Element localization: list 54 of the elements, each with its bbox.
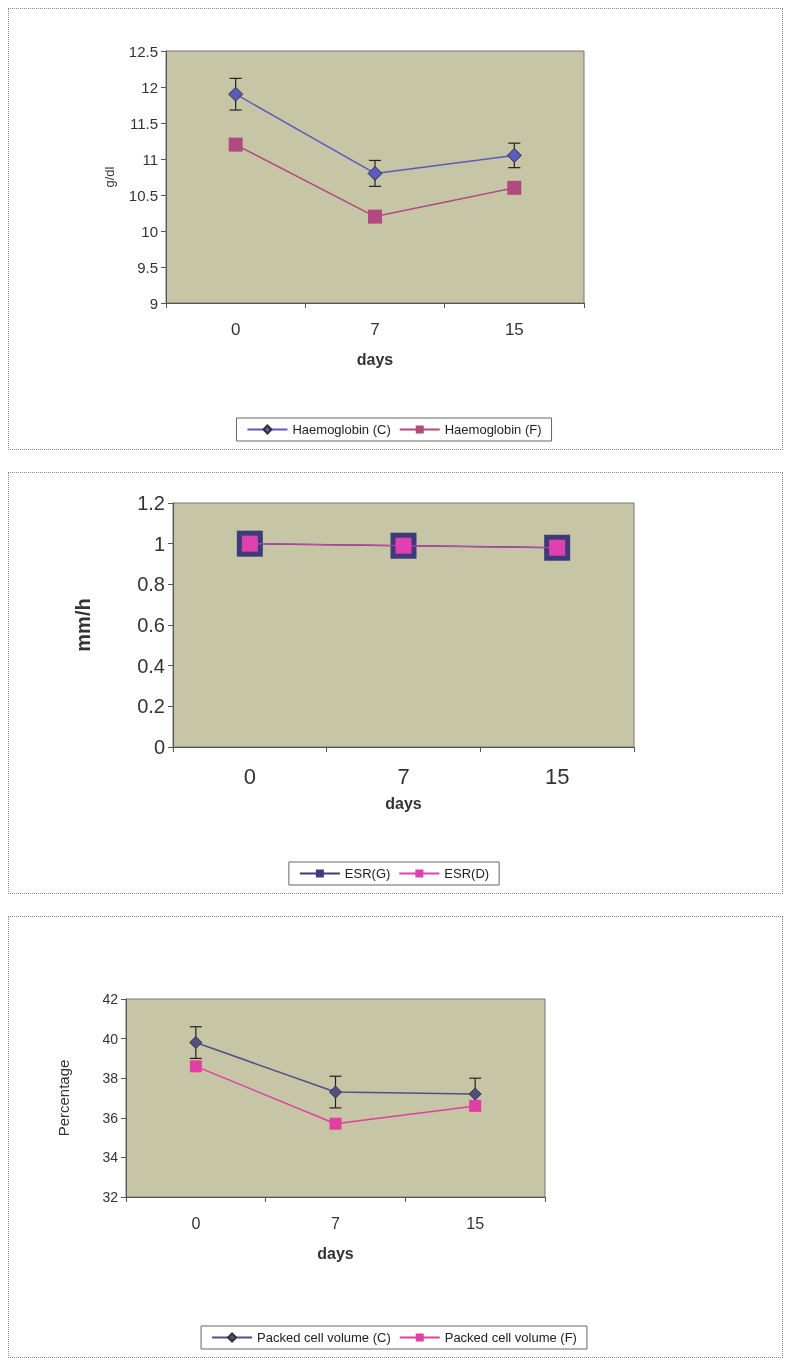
y-tick-label: 0 bbox=[153, 736, 165, 758]
y-axis-title: mm/h bbox=[72, 598, 94, 652]
y-tick-label: 36 bbox=[102, 1109, 119, 1126]
x-tick-label: 15 bbox=[504, 320, 524, 339]
point bbox=[468, 1087, 482, 1101]
legend-label: Haemoglobin (F) bbox=[444, 422, 542, 437]
x-tick-label: 7 bbox=[331, 1214, 341, 1232]
y-tick-label: 34 bbox=[102, 1149, 119, 1166]
point bbox=[329, 1117, 342, 1130]
point bbox=[189, 1036, 203, 1050]
y-tick-label: 9.5 bbox=[137, 258, 158, 276]
point bbox=[367, 165, 383, 181]
y-tick-label: 10 bbox=[141, 222, 158, 240]
y-axis-title: g/dl bbox=[102, 166, 117, 188]
point bbox=[228, 86, 244, 102]
y-tick-label: 0.2 bbox=[137, 695, 165, 718]
point bbox=[469, 1099, 482, 1112]
legend-label: Packed cell volume (F) bbox=[444, 1330, 577, 1345]
y-tick-label: 1 bbox=[153, 532, 165, 555]
x-tick-label: 7 bbox=[370, 320, 380, 339]
point bbox=[506, 147, 522, 163]
x-tick-label: 0 bbox=[243, 763, 256, 789]
y-tick-label: 0.6 bbox=[137, 614, 165, 636]
y-tick-label: 0.8 bbox=[137, 573, 165, 596]
x-tick-label: 0 bbox=[230, 320, 241, 339]
x-axis-title: days bbox=[317, 1244, 354, 1262]
y-tick-label: 12.5 bbox=[128, 42, 158, 60]
y-tick-label: 9 bbox=[149, 294, 158, 312]
y-tick-label: 11.5 bbox=[129, 114, 158, 132]
x-axis-title: days bbox=[385, 794, 422, 812]
point bbox=[329, 1085, 342, 1099]
x-tick-label: 15 bbox=[466, 1214, 485, 1232]
point bbox=[228, 137, 243, 152]
x-axis-title: days bbox=[356, 350, 394, 368]
point bbox=[368, 209, 382, 224]
y-axis-title: Percentage bbox=[55, 1059, 72, 1137]
x-tick-label: 7 bbox=[397, 763, 410, 789]
y-tick-label: 0.4 bbox=[137, 654, 165, 677]
y-tick-label: 38 bbox=[102, 1070, 119, 1087]
y-tick-label: 1.2 bbox=[137, 492, 165, 514]
y-tick-label: 11 bbox=[142, 150, 158, 168]
legend-label: ESR(G) bbox=[344, 866, 391, 881]
legend-label: Packed cell volume (C) bbox=[257, 1330, 391, 1345]
x-tick-label: 15 bbox=[544, 763, 570, 789]
y-tick-label: 40 bbox=[102, 1030, 119, 1047]
y-tick-label: 12 bbox=[141, 78, 158, 96]
legend-label: ESR(D) bbox=[444, 866, 490, 881]
y-tick-label: 32 bbox=[102, 1189, 119, 1205]
legend-label: Haemoglobin (C) bbox=[292, 422, 391, 437]
point bbox=[507, 180, 522, 195]
point bbox=[189, 1060, 202, 1073]
x-tick-label: 0 bbox=[191, 1214, 201, 1232]
y-tick-label: 10.5 bbox=[128, 186, 158, 204]
y-tick-label: 42 bbox=[102, 991, 119, 1007]
